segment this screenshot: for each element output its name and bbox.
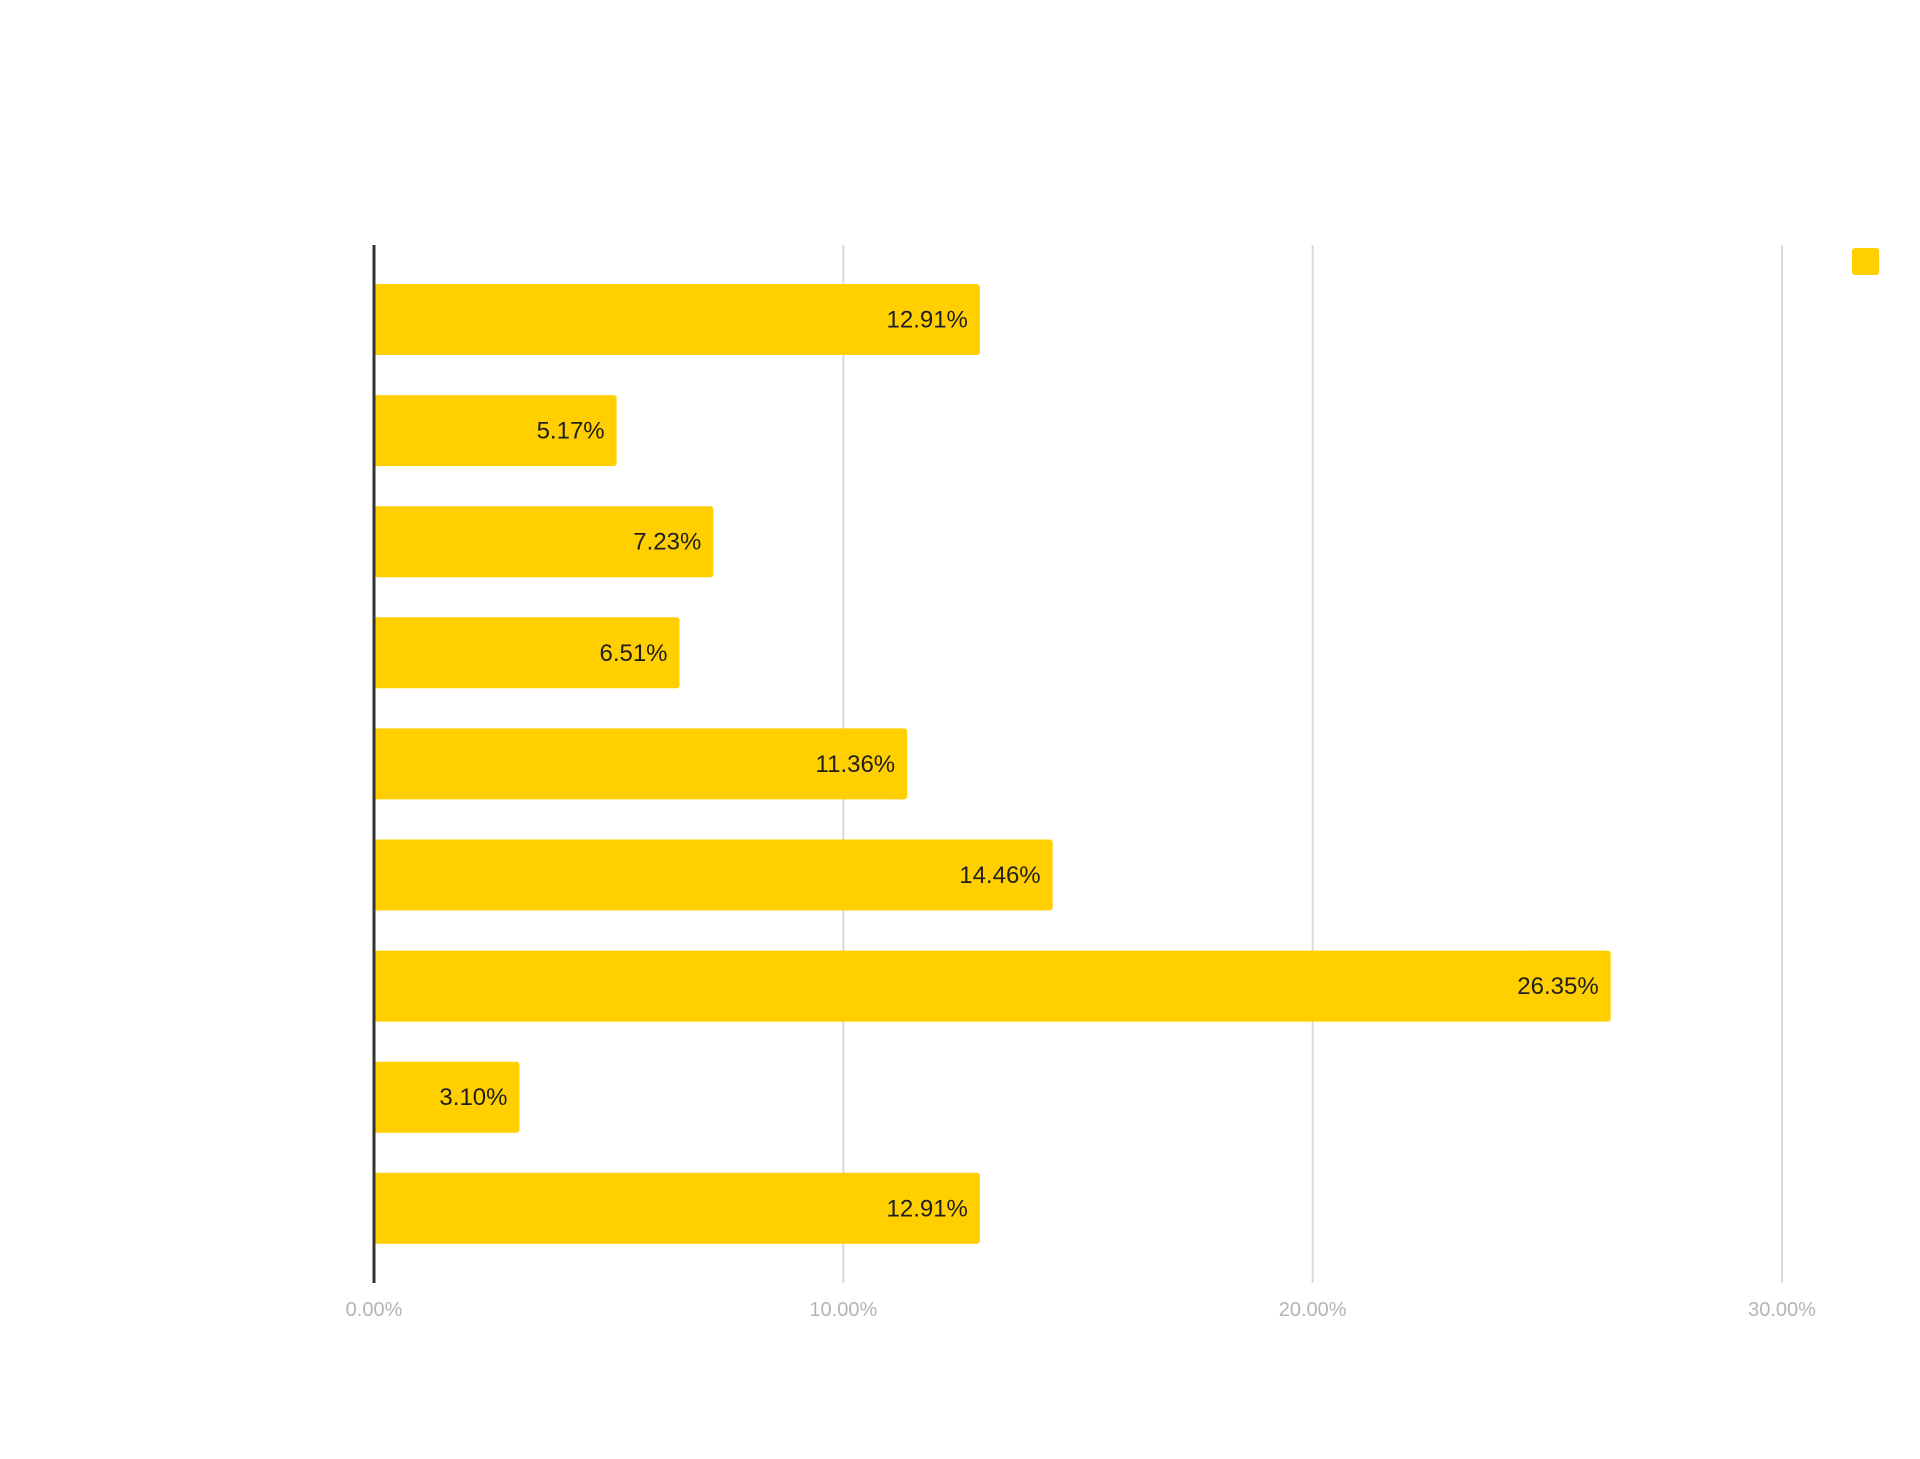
x-tick-label: 0.00% — [346, 1299, 403, 1321]
bar-value-label: 7.23% — [633, 529, 701, 556]
bar — [374, 617, 680, 689]
x-tick-label: 20.00% — [1279, 1299, 1347, 1321]
bar — [374, 395, 617, 467]
bar-value-label: 5.17% — [537, 418, 605, 445]
bar-group: 14.46% — [374, 839, 1053, 911]
bar-group: 7.23% — [374, 506, 714, 578]
bar-group: 26.35% — [374, 950, 1611, 1022]
bar — [374, 728, 908, 800]
bar — [374, 506, 714, 578]
bar — [374, 284, 980, 355]
bar — [374, 1061, 520, 1133]
bar-group: 12.91% — [374, 1172, 980, 1244]
x-tick-labels: 0.00% 10.00% 20.00% 30.00% — [346, 1299, 1816, 1321]
legend-swatch — [1852, 248, 1879, 275]
bar-group: 3.10% — [374, 1061, 520, 1133]
bars: 12.91% 5.17% 7.23% 6.51% 11.36% 14.46% 26.35% 3… — [374, 284, 1611, 1244]
bar-group: 5.17% — [374, 395, 617, 467]
bar-value-label: 11.36% — [816, 751, 896, 778]
bar-group: 11.36% — [374, 728, 908, 800]
bar-value-label: 26.35% — [1517, 973, 1598, 1000]
gridlines — [842, 245, 1783, 1283]
bar-value-label: 14.46% — [959, 862, 1040, 889]
bar-value-label: 12.91% — [887, 1195, 968, 1222]
bar-value-label: 12.91% — [887, 307, 968, 334]
legend — [1852, 248, 1879, 275]
bar-value-label: 6.51% — [599, 640, 667, 667]
bar-group: 12.91% — [374, 284, 980, 355]
bar — [374, 1172, 980, 1244]
bar-value-label: 3.10% — [439, 1084, 507, 1111]
x-tick-label: 30.00% — [1748, 1299, 1816, 1321]
bar — [374, 950, 1611, 1022]
bar — [374, 839, 1053, 911]
bar-group: 6.51% — [374, 617, 680, 689]
x-tick-label: 10.00% — [809, 1299, 877, 1321]
